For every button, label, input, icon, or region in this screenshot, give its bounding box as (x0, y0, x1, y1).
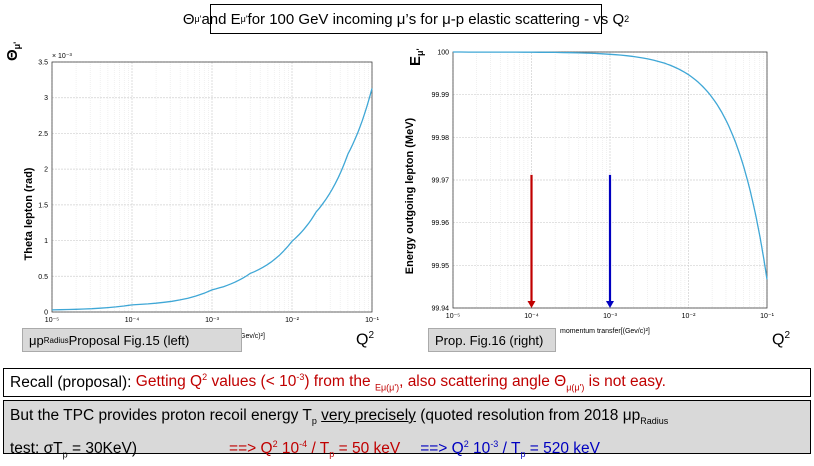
theta-y-tick-label: 3 (44, 95, 48, 102)
theta-series-line (51, 88, 373, 311)
left-caption-post: Proposal Fig.15 (left) (68, 332, 190, 348)
energy-y-tick-label: 99.98 (431, 135, 449, 142)
energy-chart: Eμ' Energy outgoing lepton (MeV) momentu… (404, 48, 775, 335)
recall-box: Recall (proposal): Getting Q2 values (< … (3, 368, 811, 397)
energy-y-tick-label: 99.99 (431, 92, 449, 99)
energy-x-tick-label: 10⁻¹ (760, 313, 774, 320)
theta-y-tick-label: 2 (44, 167, 48, 174)
theta-x-tick-label: 10⁻³ (205, 317, 219, 324)
theta-axes-frame (51, 61, 373, 313)
theta-x-tick-label: 10⁻⁵ (45, 317, 59, 324)
energy-y-tick-label: 99.94 (431, 306, 449, 313)
energy-x-tick-label: 10⁻³ (603, 313, 617, 320)
tpc-line2: test: σTp = 30KeV) ==> Q2 10-4 / Tp = 50 … (10, 439, 600, 460)
title-sup: 2 (624, 14, 630, 24)
energy-x-tick-label: 10⁻² (682, 313, 696, 320)
right-q2-label: Q2 (772, 330, 791, 349)
left-ylabel: Theta lepton (rad) (23, 167, 35, 260)
right-ylabel-symbol: Eμ' (407, 48, 425, 66)
energy-x-tick-label: 10⁻⁵ (446, 313, 460, 320)
theta-chart: Θμ' Theta lepton (rad) × 10⁻³ transfer[(… (4, 42, 380, 340)
theta-x-tick-label: 10⁻² (285, 317, 299, 324)
energy-y-tick-label: 99.96 (431, 220, 449, 227)
energy-x-tick-label: 10⁻⁴ (524, 313, 539, 320)
recall-label: Recall (proposal): (10, 373, 132, 391)
theta-x-tick-label: 10⁻⁴ (125, 317, 140, 324)
right-caption-text: Prop. Fig.16 (right) (435, 332, 544, 348)
energy-y-tick-label: 99.95 (431, 263, 449, 270)
title-theta: Θ (182, 10, 195, 28)
tpc-blue-result: ==> Q2 10-3 / Tp = 520 keV (420, 439, 600, 460)
energy-y-tick-label: 99.97 (431, 178, 449, 185)
left-caption: μp Radius Proposal Fig.15 (left) (22, 328, 242, 352)
very-precisely: very precisely (321, 407, 416, 424)
blue-arrow-head (606, 301, 614, 308)
title-rest: for 100 GeV incoming μ’s for μ-p elastic… (247, 10, 625, 28)
left-q2-label: Q2 (356, 330, 375, 349)
right-caption: Prop. Fig.16 (right) (428, 328, 556, 352)
left-ylabel-symbol: Θμ' (4, 42, 22, 61)
theta-y-tick-label: 3.5 (38, 60, 48, 67)
title-sub2: μ' (240, 14, 248, 24)
tpc-line1: But the TPC provides proton recoil energ… (10, 407, 669, 427)
left-y-multiplier: × 10⁻³ (52, 53, 73, 60)
recall-text: Getting Q2 values (< 10-3) from the Eμ(μ… (135, 372, 666, 393)
theta-y-tick-label: 1.5 (38, 202, 48, 209)
right-ylabel: Energy outgoing lepton (MeV) (404, 117, 416, 274)
energy-y-tick-label: 100 (437, 50, 449, 57)
red-arrow-head (527, 301, 536, 308)
theta-y-tick-label: 1 (44, 238, 48, 245)
tpc-red-result: ==> Q2 10-4 / Tp = 50 keV (229, 439, 401, 460)
theta-y-tick-label: 0.5 (38, 274, 48, 281)
title-and: and E (201, 10, 241, 28)
theta-y-tick-label: 0 (44, 310, 48, 317)
tpc-box: But the TPC provides proton recoil energ… (3, 400, 811, 459)
theta-y-tick-label: 2.5 (38, 131, 48, 138)
theta-x-tick-label: 10⁻¹ (365, 317, 379, 324)
left-caption-sub: Radius (43, 335, 69, 345)
energy-series-line (453, 51, 768, 280)
title-sub1: μ' (194, 14, 202, 24)
right-xlabel: momentum transfer[(Gev/c)²] (560, 328, 650, 335)
left-caption-pre: μp (29, 332, 44, 348)
